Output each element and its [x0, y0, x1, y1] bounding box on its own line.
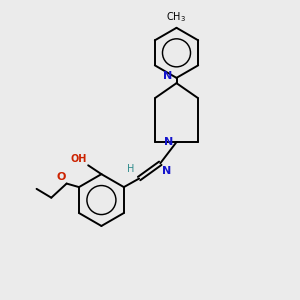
Text: OH: OH [70, 154, 87, 164]
Text: O: O [56, 172, 65, 182]
Text: N: N [162, 166, 171, 176]
Text: CH$_3$: CH$_3$ [167, 11, 187, 24]
Text: N: N [164, 71, 173, 81]
Text: N: N [164, 137, 173, 147]
Text: H: H [127, 164, 135, 174]
